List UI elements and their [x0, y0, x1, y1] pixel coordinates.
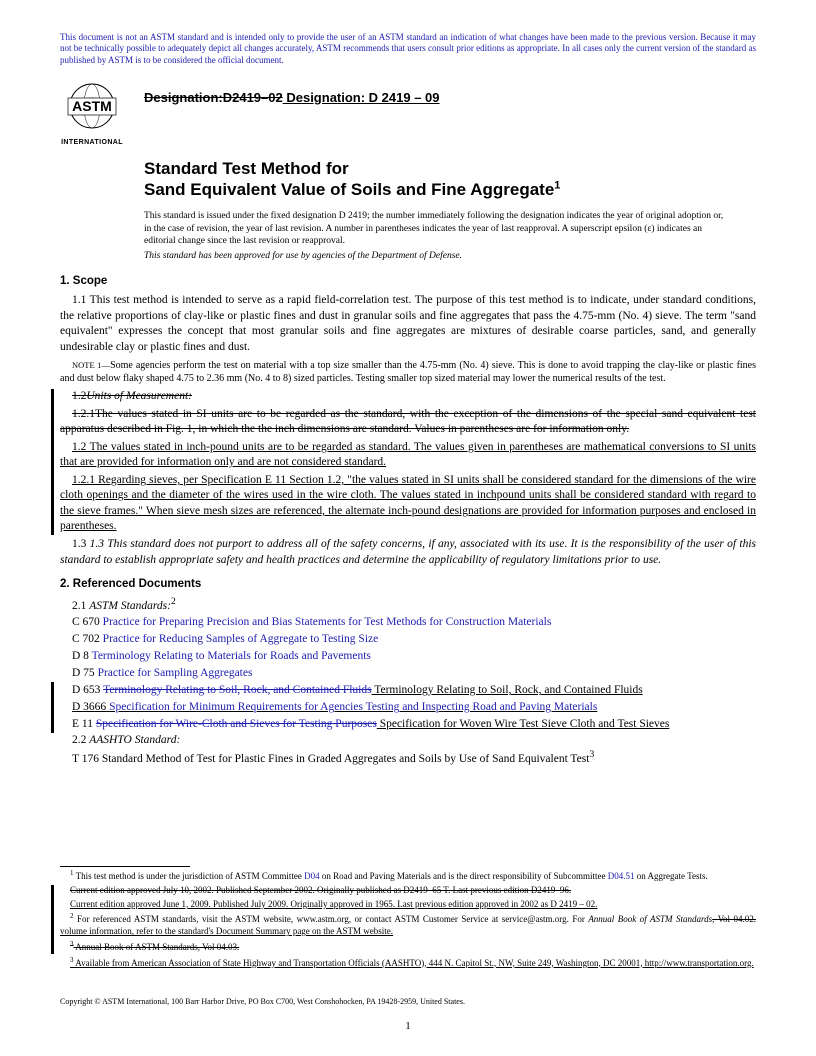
p1-2-old-num: 1.2: [72, 390, 86, 402]
fn1-e: on Aggregate Tests.: [635, 871, 708, 881]
designation: Designation:D2419–02 Designation: D 2419…: [144, 90, 440, 105]
ref-c702: C 702 Practice for Reducing Samples of A…: [60, 631, 756, 647]
para-1-3: 1.3 1.3 This standard does not purport t…: [60, 537, 756, 568]
ref-c670-code: C 670: [72, 616, 100, 628]
ref-d75-link[interactable]: Practice for Sampling Aggregates: [98, 667, 253, 679]
page-number: 1: [405, 1020, 411, 1032]
para-1-1: 1.1 This test method is intended to serv…: [60, 293, 756, 355]
ref-c670-link[interactable]: Practice for Preparing Precision and Bia…: [103, 616, 552, 628]
para-1-2-new: 1.2 The values stated in inch-pound unit…: [60, 440, 756, 471]
subsec-2-2: 2.2 AASHTO Standard:: [60, 734, 756, 746]
footnote-rule: [60, 866, 190, 867]
ref-d3666: D 3666 Specification for Minimum Require…: [60, 699, 756, 715]
sub-2-1-sup: 2: [171, 596, 176, 607]
ref-d653: D 653 Terminology Relating to Soil, Rock…: [60, 682, 756, 698]
ref-t176: T 176 Standard Method of Test for Plasti…: [60, 748, 756, 767]
svg-text:ASTM: ASTM: [72, 98, 112, 114]
fn1-link2[interactable]: D04.51: [608, 871, 635, 881]
ref-e11: E 11 Specification for Wire-Cloth and Si…: [60, 716, 756, 732]
title-line-1: Standard Test Method for: [144, 158, 756, 179]
fn2-old: , Vol 04.02.: [712, 914, 756, 924]
fn1-link1[interactable]: D04: [304, 871, 320, 881]
sub-2-1-text: ASTM Standards:: [89, 600, 171, 612]
astm-logo: ASTM INTERNATIONAL: [60, 80, 124, 144]
dod-approval: This standard has been approved for use …: [144, 251, 756, 261]
ref-d75: D 75 Practice for Sampling Aggregates: [60, 665, 756, 681]
ref-d8-link[interactable]: Terminology Relating to Materials for Ro…: [92, 650, 371, 662]
fn3-a: Available from American Association of S…: [74, 958, 645, 968]
para-1-2-1-new: 1.2.1 Regarding sieves, per Specificatio…: [60, 473, 756, 535]
p1-2-old-text: Units of Measurement:: [86, 390, 192, 402]
footnote-2-struck: 3 Annual Book of ASTM Standards, Vol 04.…: [60, 940, 756, 954]
para-1-2-old: 1.2Units of Measurement:: [60, 389, 756, 405]
title-block: Standard Test Method for Sand Equivalent…: [144, 158, 756, 201]
fn2-a: For referenced ASTM standards, visit the…: [74, 914, 589, 924]
note-1-label: NOTE 1—: [72, 360, 110, 370]
logo-label: INTERNATIONAL: [61, 139, 123, 146]
ref-t176-text: Standard Method of Test for Plastic Fine…: [102, 752, 590, 764]
para-1-2-1-old: 1.2.1The values stated in SI units are t…: [60, 407, 756, 438]
ref-c702-link[interactable]: Practice for Reducing Samples of Aggrega…: [103, 633, 379, 645]
section-2-heading: 2. Referenced Documents: [60, 578, 756, 590]
note-1: NOTE 1—Some agencies perform the test on…: [60, 359, 756, 385]
fn2-b: Annual Book of ASTM Standards: [588, 914, 712, 924]
ref-d8: D 8 Terminology Relating to Materials fo…: [60, 648, 756, 664]
ref-c670: C 670 Practice for Preparing Precision a…: [60, 614, 756, 630]
ref-d3666-link[interactable]: Specification for Minimum Requirements f…: [109, 701, 597, 713]
ref-d653-code: D 653: [72, 684, 100, 696]
sub-2-1-num: 2.1: [72, 600, 89, 612]
footnote-1-new: Current edition approved June 1, 2009. P…: [60, 899, 756, 911]
fn2-new: volume information, refer to the standar…: [60, 926, 393, 936]
copyright: Copyright © ASTM International, 100 Barr…: [60, 997, 465, 1006]
section-1-heading: 1. Scope: [60, 275, 756, 287]
title-text: Sand Equivalent Value of Soils and Fine …: [144, 180, 554, 199]
designation-new: Designation: D 2419 – 09: [283, 90, 440, 105]
sub-2-2-text: AASHTO Standard:: [89, 734, 180, 746]
note-1-text: Some agencies perform the test on materi…: [60, 360, 756, 384]
ref-d653-new: Terminology Relating to Soil, Rock, and …: [372, 684, 643, 696]
issuance-note: This standard is issued under the fixed …: [144, 210, 756, 247]
change-block-1: 1.2Units of Measurement: 1.2.1The values…: [51, 389, 756, 535]
sub-2-2-num: 2.2: [72, 734, 89, 746]
footnote-1-old: Current edition approved July 10, 2002. …: [60, 885, 756, 897]
ref-d8-code: D 8: [72, 650, 89, 662]
fn2-struck: Annual Book of ASTM Standards, Vol 04.03…: [75, 942, 239, 952]
change-block-2: D 653 Terminology Relating to Soil, Rock…: [51, 682, 756, 732]
fn1-c: on Road and Paving Materials and is the …: [320, 871, 608, 881]
footnote-2: 2 For referenced ASTM standards, visit t…: [60, 912, 756, 937]
ref-c702-code: C 702: [72, 633, 100, 645]
title-line-2: Sand Equivalent Value of Soils and Fine …: [144, 179, 756, 200]
fn3-b: http://www.transportation.org.: [645, 958, 754, 968]
ref-t176-sup: 3: [589, 749, 594, 760]
ref-d653-old: Terminology Relating to Soil, Rock, and …: [103, 684, 371, 696]
ref-e11-old: Specification for Wire-Cloth and Sieves …: [96, 718, 377, 730]
header-row: ASTM INTERNATIONAL Designation:D2419–02 …: [60, 80, 756, 144]
ref-e11-code: E 11: [72, 718, 93, 730]
top-disclaimer: This document is not an ASTM standard an…: [60, 32, 756, 66]
title-sup: 1: [554, 179, 560, 191]
para-1-3-text: 1.3 This standard does not purport to ad…: [60, 538, 756, 566]
footnote-3: 3 Available from American Association of…: [60, 956, 756, 970]
change-block-3: Current edition approved July 10, 2002. …: [51, 885, 756, 953]
fn1-a: This test method is under the jurisdicti…: [74, 871, 305, 881]
designation-old: Designation:D2419–02: [144, 90, 283, 105]
ref-d75-code: D 75: [72, 667, 95, 679]
ref-d3666-code: D 3666: [72, 701, 106, 713]
ref-t176-code: T 176: [72, 752, 99, 764]
ref-e11-new: Specification for Woven Wire Test Sieve …: [377, 718, 670, 730]
subsec-2-1: 2.1 ASTM Standards:2: [60, 596, 756, 612]
footnote-1: 1 This test method is under the jurisdic…: [60, 869, 756, 883]
